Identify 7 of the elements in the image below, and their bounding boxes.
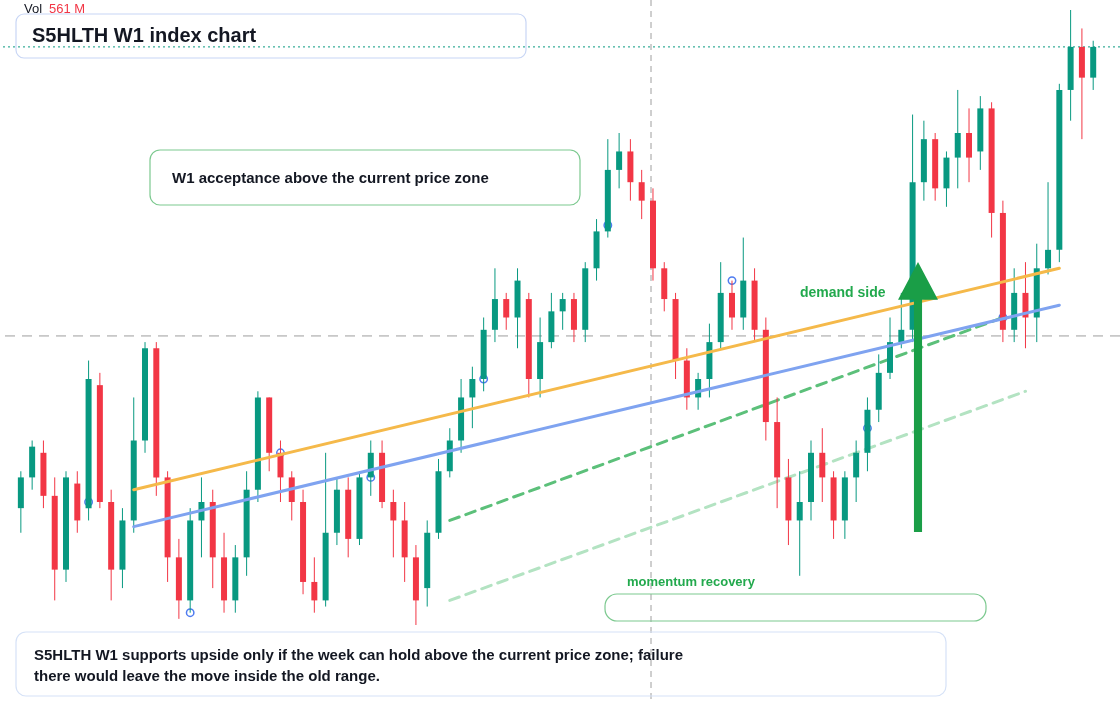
annotation: W1 acceptance above the current price zone	[172, 169, 489, 186]
annotation: 561 M	[49, 1, 86, 16]
annotation: demand side	[800, 284, 886, 300]
annotation: momentum recovery	[627, 574, 756, 589]
text: S5HLTH W1 supports upside only if the week can hold above the current price zone; failure there would leave the move inside the old range.	[34, 646, 683, 684]
annotation: Vol	[24, 1, 43, 16]
text: S5HLTH W1 index chart	[32, 24, 257, 46]
